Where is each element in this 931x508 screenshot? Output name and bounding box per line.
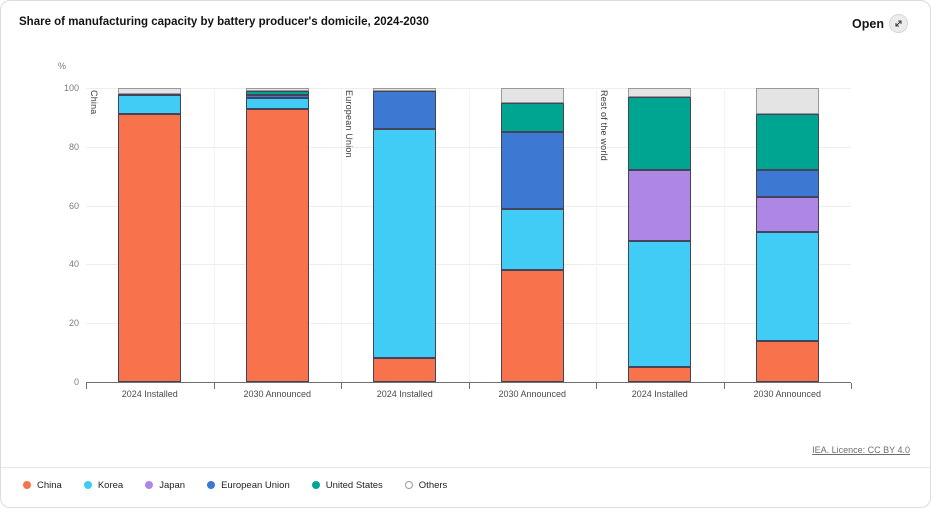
legend-item-korea[interactable]: Korea bbox=[83, 479, 124, 491]
y-axis-unit-label: % bbox=[58, 61, 67, 71]
group-label-rest-of-the-world: Rest of the world bbox=[599, 90, 609, 161]
y-tick-label-60: 60 bbox=[68, 200, 79, 211]
legend-dot-icon bbox=[207, 481, 216, 489]
chart-title: Share of manufacturing capacity by batte… bbox=[19, 16, 429, 28]
segment-european-union[interactable] bbox=[245, 95, 309, 99]
segment-korea[interactable] bbox=[245, 98, 309, 109]
legend: China Korea Japan European Union United Stat… bbox=[23, 477, 447, 493]
y-tick-label-40: 40 bbox=[68, 259, 79, 270]
bar-european-union-2024-installed[interactable] bbox=[373, 88, 437, 382]
bar-european-union-2030-announced[interactable] bbox=[500, 88, 564, 382]
legend-item-japan[interactable]: Japan bbox=[145, 480, 185, 491]
legend-dot-icon bbox=[311, 481, 320, 489]
gridline-vertical-2 bbox=[341, 88, 342, 382]
segment-european-union[interactable] bbox=[373, 90, 437, 130]
y-tick-label-0: 0 bbox=[73, 377, 79, 387]
axis-tick-4 bbox=[596, 383, 597, 389]
gridline-vertical-5 bbox=[723, 88, 725, 382]
segment-china[interactable] bbox=[755, 340, 819, 382]
legend-item-label: Japan bbox=[159, 479, 186, 491]
legend-item-label: European Union bbox=[221, 479, 290, 491]
axis-tick-3 bbox=[468, 383, 470, 389]
segment-others[interactable] bbox=[373, 88, 437, 91]
segment-others[interactable] bbox=[245, 88, 309, 91]
segment-european-union[interactable] bbox=[755, 170, 819, 197]
segment-others[interactable] bbox=[628, 88, 692, 97]
segment-japan[interactable] bbox=[755, 196, 819, 233]
segment-china[interactable] bbox=[628, 367, 692, 382]
legend-dot-icon bbox=[145, 481, 154, 489]
legend-item-china[interactable]: China bbox=[23, 480, 62, 491]
segment-united-states[interactable] bbox=[628, 96, 692, 171]
legend-item-others[interactable]: Others bbox=[404, 479, 448, 491]
gridline-vertical-4 bbox=[596, 88, 597, 382]
segment-korea[interactable] bbox=[118, 95, 182, 115]
segment-european-union[interactable] bbox=[500, 132, 564, 209]
axis-tick-1 bbox=[213, 383, 215, 389]
segment-china[interactable] bbox=[373, 358, 437, 382]
axis-tick-2 bbox=[341, 383, 342, 389]
segment-united-states[interactable] bbox=[500, 102, 564, 133]
open-button[interactable]: Open bbox=[846, 13, 914, 34]
legend-dot-icon bbox=[404, 481, 413, 489]
axis-tick-0 bbox=[86, 383, 87, 389]
axis-tick-6 bbox=[851, 383, 852, 389]
segment-others[interactable] bbox=[755, 88, 819, 115]
segment-korea[interactable] bbox=[755, 232, 819, 341]
legend-dot-icon bbox=[23, 481, 31, 489]
x-label-1: 2030 Announced bbox=[243, 389, 312, 399]
legend-item-united-states[interactable]: United States bbox=[311, 479, 383, 491]
segment-united-states[interactable] bbox=[755, 114, 819, 171]
plot-area bbox=[86, 88, 851, 383]
segment-china[interactable] bbox=[500, 270, 564, 382]
legend-item-european-union[interactable]: European Union bbox=[207, 480, 290, 491]
x-label-0: 2024 Installed bbox=[121, 389, 178, 399]
segment-korea[interactable] bbox=[373, 129, 437, 359]
bar-china-2030-announced[interactable] bbox=[245, 88, 309, 382]
segment-china[interactable] bbox=[245, 108, 309, 382]
legend-item-label: United States bbox=[325, 479, 383, 491]
expand-diagonal-arrow-icon bbox=[889, 14, 908, 33]
source-licence-link[interactable]: IEA. Licence: CC BY 4.0 bbox=[812, 445, 910, 455]
gridline-vertical-1 bbox=[213, 88, 215, 382]
bar-china-2024-installed[interactable] bbox=[118, 88, 182, 382]
segment-china[interactable] bbox=[118, 114, 182, 382]
segment-others[interactable] bbox=[118, 88, 182, 94]
segment-korea[interactable] bbox=[628, 240, 692, 368]
legend-item-label: Others bbox=[418, 479, 448, 491]
axis-tick-5 bbox=[723, 383, 725, 389]
footer-divider bbox=[1, 467, 930, 468]
segment-korea[interactable] bbox=[500, 208, 564, 271]
group-label-european-union: European Union bbox=[344, 90, 354, 158]
bar-rest-of-the-world-2030-announced[interactable] bbox=[755, 88, 819, 382]
group-label-china: China bbox=[89, 90, 99, 115]
x-label-3: 2030 Announced bbox=[498, 389, 567, 399]
legend-dot-icon bbox=[83, 481, 92, 489]
bar-rest-of-the-world-2024-installed[interactable] bbox=[628, 88, 692, 382]
x-label-4: 2024 Installed bbox=[631, 389, 688, 399]
x-label-2: 2024 Installed bbox=[376, 389, 433, 399]
y-tick-label-80: 80 bbox=[68, 141, 79, 152]
open-button-label: Open bbox=[852, 16, 884, 31]
legend-item-label: China bbox=[37, 479, 62, 491]
segment-united-states[interactable] bbox=[245, 90, 309, 96]
segment-others[interactable] bbox=[500, 88, 564, 103]
y-tick-label-20: 20 bbox=[68, 318, 79, 329]
gridline-vertical-3 bbox=[468, 88, 470, 382]
legend-item-label: Korea bbox=[97, 479, 124, 491]
y-tick-label-100: 100 bbox=[63, 83, 79, 93]
x-label-5: 2030 Announced bbox=[753, 389, 822, 399]
segment-japan[interactable] bbox=[628, 170, 692, 241]
